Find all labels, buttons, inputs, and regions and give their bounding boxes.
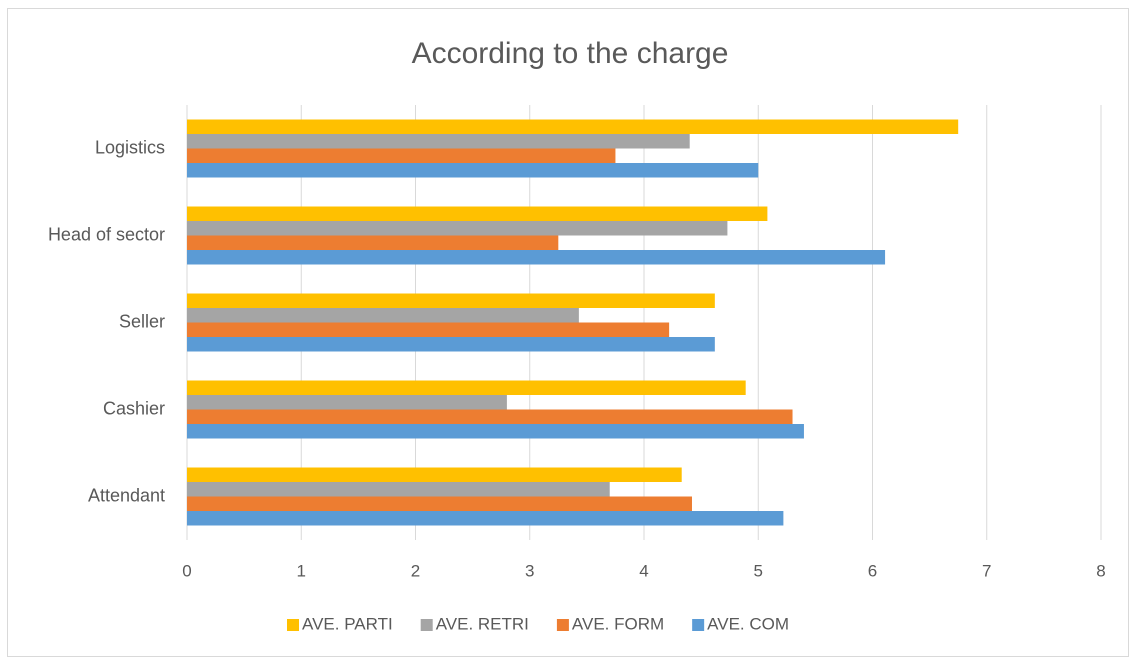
bar [187,250,886,265]
x-tick-label: 1 [297,561,306,580]
bar [187,511,784,526]
legend-label: AVE. COM [707,614,789,633]
bar [187,337,715,352]
x-tick-label: 8 [1096,561,1105,580]
bar [187,322,670,337]
y-tick-label: Seller [119,311,165,331]
x-tick-label: 0 [182,561,191,580]
bar [187,496,692,511]
legend-label: AVE. RETRI [436,614,529,633]
legend-swatch [287,619,299,631]
bar [187,134,690,149]
x-tick-label: 4 [639,561,648,580]
x-tick-label: 7 [982,561,991,580]
x-tick-label: 6 [868,561,877,580]
x-tick-label: 5 [754,561,763,580]
bar [187,380,746,395]
chart-title: According to the charge [412,37,729,70]
y-tick-label: Head of sector [48,224,165,244]
bar [187,467,682,482]
bar [187,424,804,439]
bar [187,119,959,134]
bar [187,148,616,163]
legend-swatch [556,619,569,631]
bar [187,163,759,178]
legend-swatch [692,619,705,631]
y-tick-label: Logistics [95,137,165,157]
bar [187,409,793,424]
legend-swatch [420,619,433,631]
y-tick-label: Cashier [103,398,165,418]
bar [187,308,579,323]
bar [187,395,507,410]
legend-label: AVE. PARTI [302,614,393,633]
bar [187,206,768,221]
legend-label: AVE. FORM [572,614,664,633]
x-tick-label: 2 [411,561,420,580]
bar [187,482,610,497]
bar [187,293,715,308]
bar [187,221,728,236]
y-tick-label: Attendant [88,485,165,505]
x-tick-label: 3 [525,561,534,580]
bar [187,235,559,250]
